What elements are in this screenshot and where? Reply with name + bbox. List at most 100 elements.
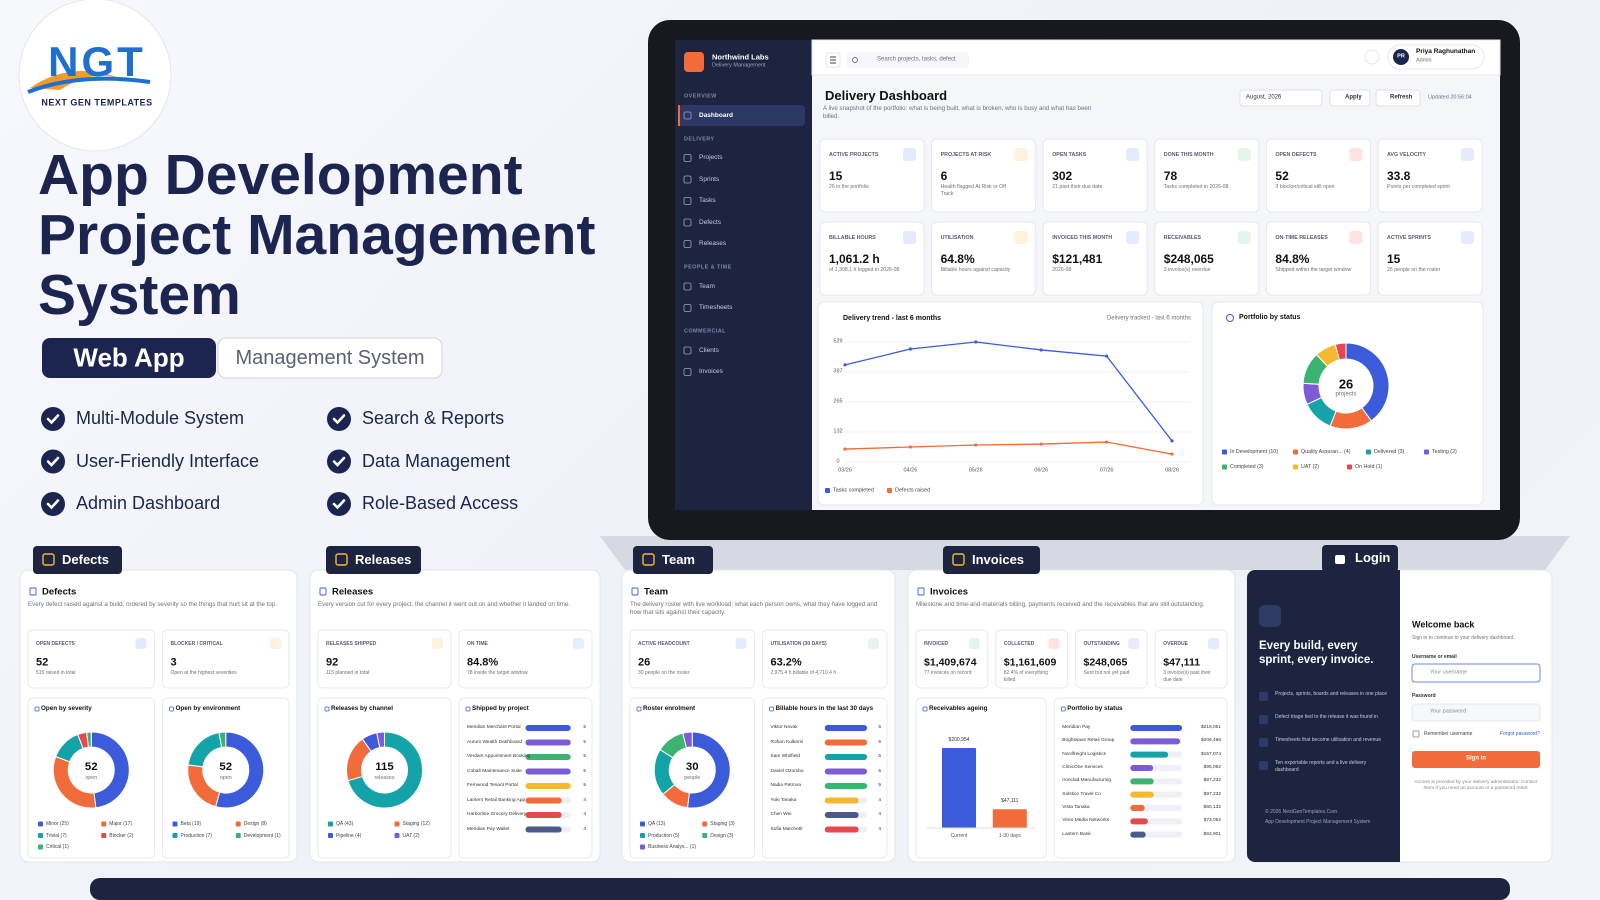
bar-label: Aurum Wealth Dashboard: [467, 739, 523, 745]
bar-value: $60,132: [1203, 805, 1221, 811]
column-value: $200,954: [948, 737, 970, 743]
kpi-value: 63.2%: [770, 656, 802, 669]
kpi-value: $248,065: [1083, 656, 1128, 669]
bar-value: 4: [878, 826, 881, 832]
bar: [1130, 778, 1154, 785]
nav-item[interactable]: Releases: [699, 240, 727, 248]
panel-title: Releases: [332, 586, 374, 598]
username-input[interactable]: Your username: [1430, 669, 1468, 676]
donut-center-label: open: [219, 775, 232, 782]
tab-icon: [642, 553, 655, 566]
legend-swatch: [702, 821, 708, 827]
panel-tab-label[interactable]: Team: [662, 552, 695, 568]
bar: [824, 739, 868, 746]
nav-item[interactable]: Timesheets: [699, 304, 733, 312]
logo-tagline: NEXT GEN TEMPLATES: [41, 97, 153, 108]
check-mark: [46, 499, 60, 510]
kpi-value: 302: [1052, 168, 1073, 183]
kpi-icon: [573, 638, 584, 649]
kpi-icon: [135, 638, 147, 649]
kpi-label: ACTIVE SPRINTS: [1387, 234, 1431, 241]
panel-icon: [917, 587, 925, 596]
forgot-link[interactable]: Forgot password?: [1499, 731, 1540, 737]
password-input[interactable]: Your password: [1430, 708, 1467, 715]
column-label: 1-30 days: [998, 833, 1021, 839]
remember-label[interactable]: Remember username: [1424, 731, 1473, 737]
chart-icon: [34, 706, 40, 712]
search-input[interactable]: Search projects, tasks, defect: [877, 56, 956, 63]
avatar: [1393, 49, 1409, 65]
kpi-icon: [735, 638, 747, 649]
nav-item[interactable]: Defects: [699, 218, 722, 226]
kpi-value: $121,481: [1052, 251, 1103, 266]
panel-tab-label[interactable]: Invoices: [972, 552, 1025, 568]
kpi-icon: [1208, 638, 1219, 649]
nav-item[interactable]: Clients: [699, 346, 719, 354]
x-tick-label: 06/26: [1034, 467, 1049, 474]
nav-section: DELIVERY: [684, 136, 715, 143]
feature: Data Management: [362, 450, 511, 471]
kpi-value: 33.8: [1387, 168, 1411, 183]
kpi-note: 515 raised in total: [36, 670, 76, 676]
panel-tab: [33, 546, 122, 574]
panel-tab-label[interactable]: Defects: [62, 552, 109, 568]
kpi-card: [819, 221, 925, 296]
bar: [525, 826, 562, 833]
kpi-icon: [1048, 638, 1060, 649]
bar: [1130, 751, 1169, 758]
legend-label: Quality Assuran... (4): [1301, 448, 1351, 455]
nav-item[interactable]: Tasks: [699, 197, 716, 205]
kpi-value: 3: [170, 656, 177, 669]
legend-label: Development (1): [243, 832, 281, 839]
apply-button[interactable]: Apply: [1345, 94, 1362, 101]
nav-item[interactable]: Invoices: [699, 368, 723, 376]
bar-label: Verdant Appointment Booking: [467, 754, 531, 760]
nav-item[interactable]: Dashboard: [699, 111, 733, 119]
kpi-label: OUTSTANDING: [1083, 641, 1120, 647]
bullet-icon: [1259, 738, 1268, 747]
chart-title: Releases by channel: [331, 705, 393, 713]
nav-item[interactable]: Team: [699, 282, 715, 290]
chart-card: [27, 697, 155, 859]
period-select[interactable]: August, 2026: [1246, 94, 1282, 101]
kpi-value: $1,161,609: [1003, 656, 1057, 669]
kpi-label: INVOICED: [924, 641, 949, 647]
legend-label: UAT (2): [1301, 463, 1320, 470]
panel-tab: [1322, 545, 1398, 572]
check-mark: [46, 414, 60, 425]
kpi-note: 77 invoices on record: [924, 670, 972, 676]
panel-title: Invoices: [930, 586, 969, 598]
chart-icon: [1226, 314, 1234, 322]
panel-tab: [943, 546, 1040, 574]
legend-swatch: [235, 833, 241, 838]
bar-value: $97,232: [1203, 778, 1221, 784]
donut-center-label: projects: [1335, 391, 1357, 398]
tab-icon: [952, 553, 965, 566]
kpi-note: 82.4% of everything billed: [1003, 670, 1048, 683]
line-point: [1170, 452, 1174, 456]
legend-swatch: [887, 488, 892, 493]
legend-label: Critical (1): [46, 844, 69, 850]
column-value: $47,111: [1001, 798, 1019, 805]
panel-tab-label[interactable]: Releases: [355, 552, 412, 568]
chart-card: [817, 301, 1204, 506]
check-mark: [332, 414, 346, 425]
bar-value: $63,901: [1203, 831, 1221, 837]
nav-icon: [683, 111, 692, 120]
nav-item[interactable]: Sprints: [699, 175, 720, 183]
kpi-label: BLOCKER / CRITICAL: [170, 641, 223, 647]
chart-title: Receivables ageing: [929, 705, 988, 713]
sign-in-button[interactable]: Sign in: [1466, 755, 1486, 762]
kpi-label: OPEN TASKS: [1052, 151, 1087, 158]
donut-segment: [1334, 342, 1347, 361]
badge-sub-text: Management System: [235, 347, 425, 369]
nav-item[interactable]: Projects: [699, 154, 723, 162]
chart-title: Portfolio by status: [1239, 313, 1301, 321]
kpi-label: PROJECTS AT RISK: [940, 151, 992, 158]
panel-tab-label[interactable]: Login: [1355, 550, 1391, 566]
refresh-button[interactable]: Refresh: [1390, 94, 1413, 101]
y-tick-label: 132: [833, 428, 843, 435]
hero-title: Project Management: [38, 202, 596, 267]
bar: [824, 826, 859, 833]
